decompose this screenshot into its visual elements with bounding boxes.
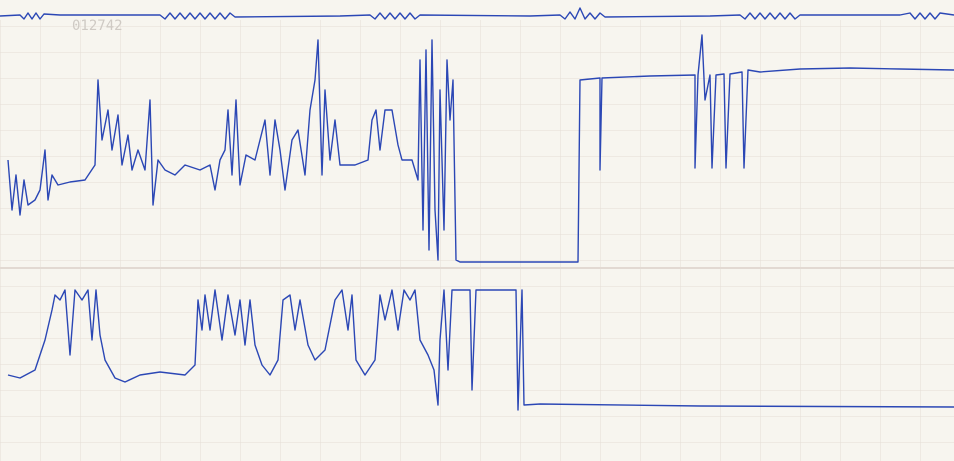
page: 012742 (() => { const data = JSON.parse(… <box>0 0 954 461</box>
paper-grid <box>0 20 954 461</box>
serial-number: 012742 <box>72 18 123 34</box>
chart-recording: 012742 <box>0 0 954 461</box>
